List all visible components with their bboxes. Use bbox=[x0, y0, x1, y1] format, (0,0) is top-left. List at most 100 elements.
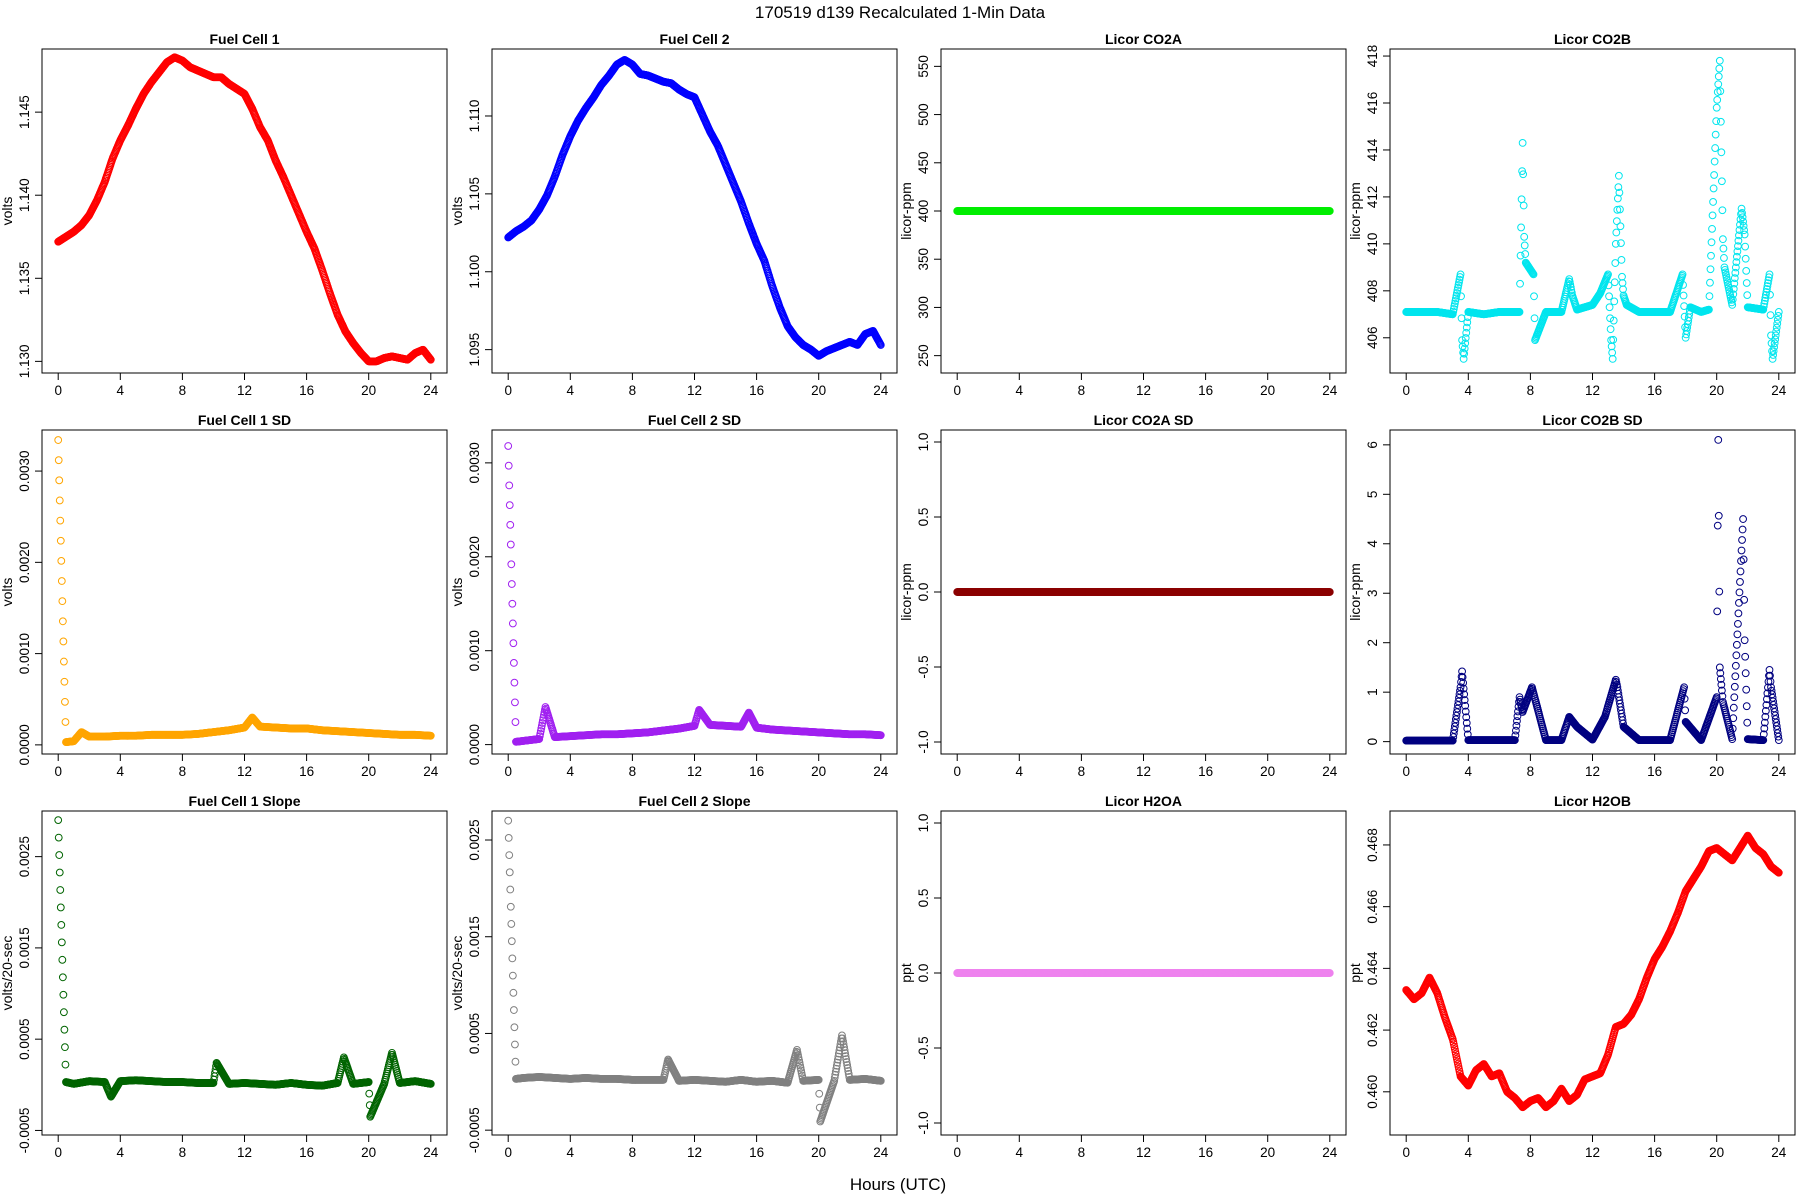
x-tick-label: 16 bbox=[749, 383, 764, 398]
y-tick-label: 250 bbox=[916, 344, 931, 367]
panel-title: Fuel Cell 1 bbox=[209, 31, 279, 47]
y-tick-label: 0.0010 bbox=[467, 630, 482, 671]
y-tick-label: 406 bbox=[1365, 327, 1380, 350]
x-tick-label: 8 bbox=[629, 383, 637, 398]
panel-title: Licor CO2A SD bbox=[1094, 412, 1194, 428]
y-tick-label: 0.0020 bbox=[467, 536, 482, 577]
x-tick-label: 20 bbox=[361, 764, 376, 779]
y-axis-label: volts bbox=[449, 578, 465, 607]
y-tick-label: 1.140 bbox=[17, 178, 32, 212]
x-tick-label: 12 bbox=[237, 764, 252, 779]
x-tick-label: 0 bbox=[953, 764, 961, 779]
y-tick-label: 412 bbox=[1365, 186, 1380, 209]
panel-title: Fuel Cell 2 SD bbox=[648, 412, 741, 428]
y-tick-label: 300 bbox=[916, 296, 931, 319]
x-tick-label: 8 bbox=[629, 764, 637, 779]
x-tick-label: 12 bbox=[1585, 383, 1600, 398]
y-tick-label: 1.110 bbox=[467, 100, 482, 133]
figure-x-axis-label: Hours (UTC) bbox=[850, 1175, 946, 1194]
y-tick-label: 416 bbox=[1365, 92, 1380, 115]
series-points bbox=[54, 53, 435, 366]
x-tick-label: 24 bbox=[873, 383, 889, 398]
x-tick-label: 24 bbox=[423, 764, 439, 779]
figure-title: 170519 d139 Recalculated 1-Min Data bbox=[755, 3, 1046, 22]
x-tick-label: 0 bbox=[504, 383, 512, 398]
y-tick-label: 350 bbox=[916, 248, 931, 271]
y-axis-label: licor-ppm bbox=[1347, 182, 1363, 240]
x-tick-label: 8 bbox=[179, 383, 187, 398]
y-tick-label: 1.130 bbox=[17, 344, 32, 378]
x-tick-label: 16 bbox=[1198, 764, 1213, 779]
y-tick-label: 500 bbox=[916, 103, 931, 126]
y-tick-label: 0.0020 bbox=[17, 542, 32, 583]
x-tick-label: 4 bbox=[567, 764, 575, 779]
x-tick-label: 0 bbox=[54, 764, 62, 779]
panel-title: Licor CO2B bbox=[1554, 31, 1631, 47]
x-tick-label: 20 bbox=[361, 383, 376, 398]
y-axis-label: licor-ppm bbox=[898, 182, 914, 240]
y-axis-label: volts bbox=[0, 197, 15, 226]
series-points bbox=[504, 56, 885, 360]
y-tick-label: 1.135 bbox=[17, 261, 32, 295]
x-tick-label: 0 bbox=[953, 383, 961, 398]
series-points bbox=[953, 207, 1334, 215]
x-tick-label: 12 bbox=[237, 383, 252, 398]
y-tick-label: 418 bbox=[1365, 45, 1380, 68]
x-tick-label: 0 bbox=[504, 764, 512, 779]
y-tick-label: 400 bbox=[916, 200, 931, 223]
y-tick-label: 1.145 bbox=[17, 95, 32, 129]
y-tick-label: 0.0000 bbox=[467, 724, 482, 765]
x-tick-label: 20 bbox=[811, 383, 826, 398]
y-tick-label: 0.0000 bbox=[17, 724, 32, 765]
x-tick-label: 16 bbox=[1198, 383, 1213, 398]
x-tick-label: 12 bbox=[1136, 764, 1151, 779]
x-tick-label: 8 bbox=[1527, 383, 1535, 398]
panel-fc1: Fuel Cell 10 4 8 12 16 20 241.1301.1351.1401.1… bbox=[0, 31, 448, 398]
panel-grid: Fuel Cell 1 0 4 8 12 16 20 24 1.130 1.135 1.140 1.1… bbox=[0, 31, 1796, 1160]
x-tick-label: 16 bbox=[1647, 383, 1662, 398]
y-tick-label: 0.5 bbox=[916, 508, 931, 527]
x-tick-label: 4 bbox=[1016, 383, 1024, 398]
y-tick-label: 410 bbox=[1365, 233, 1380, 256]
x-tick-label: 16 bbox=[299, 383, 314, 398]
y-tick-label: 1.100 bbox=[467, 255, 482, 289]
y-tick-label: 0.0030 bbox=[17, 450, 32, 491]
x-tick-label: 12 bbox=[687, 764, 702, 779]
x-tick-label: 20 bbox=[811, 764, 826, 779]
x-tick-label: 24 bbox=[1322, 764, 1338, 779]
y-tick-label: 0.0 bbox=[916, 583, 931, 602]
panel-title: Fuel Cell 1 SD bbox=[198, 412, 291, 428]
x-tick-label: 16 bbox=[749, 764, 764, 779]
panel-title: Licor CO2A bbox=[1105, 31, 1182, 47]
y-axis-label: volts bbox=[0, 578, 15, 607]
x-tick-label: 12 bbox=[687, 383, 702, 398]
x-tick-label: 8 bbox=[179, 764, 187, 779]
y-tick-label: 414 bbox=[1365, 138, 1380, 161]
y-tick-label: 1.0 bbox=[916, 433, 931, 452]
x-tick-label: 20 bbox=[1709, 383, 1724, 398]
y-tick-label: 1.095 bbox=[467, 333, 482, 367]
y-tick-label: 450 bbox=[916, 152, 931, 175]
x-tick-label: 12 bbox=[1136, 383, 1151, 398]
y-axis-label: licor-ppm bbox=[898, 563, 914, 621]
x-tick-label: 4 bbox=[117, 383, 125, 398]
y-tick-label: 1.105 bbox=[467, 177, 482, 211]
series-points bbox=[953, 588, 1334, 596]
y-tick-label: 550 bbox=[916, 55, 931, 78]
x-tick-label: 20 bbox=[1260, 383, 1275, 398]
x-tick-label: 4 bbox=[1016, 764, 1024, 779]
x-tick-label: 16 bbox=[299, 764, 314, 779]
y-tick-label: 0.0030 bbox=[467, 442, 482, 483]
data-point bbox=[426, 355, 435, 364]
x-tick-label: 4 bbox=[117, 764, 125, 779]
x-tick-label: 4 bbox=[567, 383, 575, 398]
x-tick-label: 0 bbox=[54, 383, 62, 398]
panel-fc2: Fuel Cell 20 4 8 12 16 20 241.0951.1001.1051.1… bbox=[449, 31, 898, 398]
x-tick-label: 8 bbox=[1078, 383, 1086, 398]
y-tick-label: -0.5 bbox=[916, 655, 931, 678]
x-tick-label: 0 bbox=[1402, 383, 1410, 398]
